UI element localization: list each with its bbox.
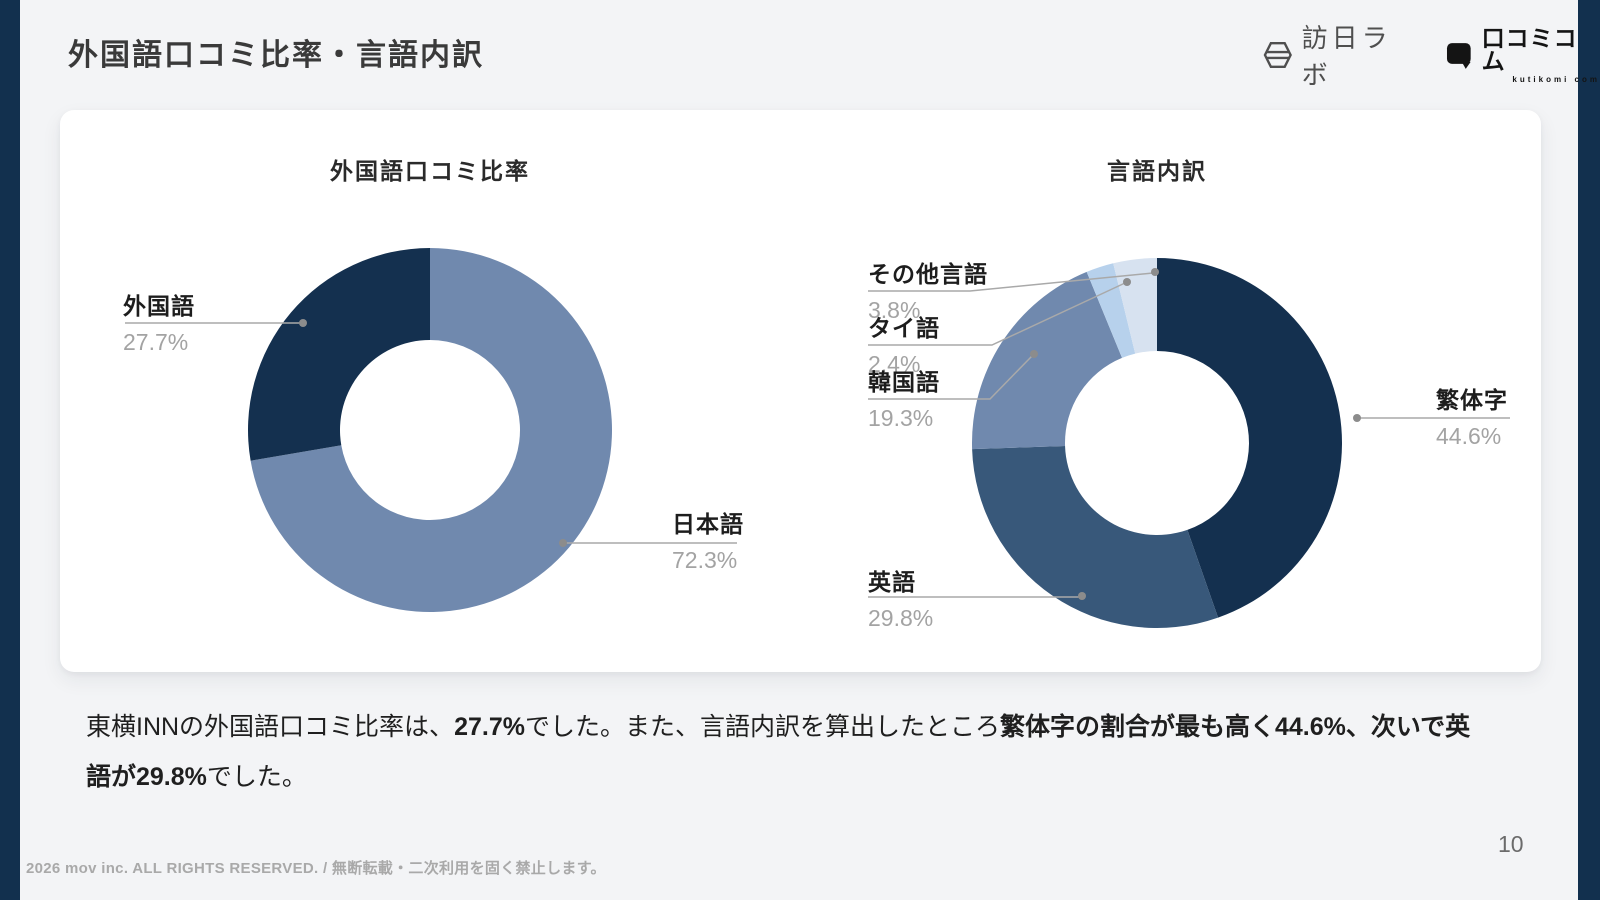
slice-value: 72.3% [672, 547, 738, 573]
slice-label: その他言語 [868, 261, 988, 287]
hexagon-icon [1263, 41, 1292, 69]
slice-label: 韓国語 [868, 369, 940, 395]
slice-value: 3.8% [868, 297, 921, 323]
slice-value: 29.8% [868, 605, 934, 631]
kutikomi-logo: 口コミコム kutikomi com [1446, 24, 1600, 84]
summary-bold-segment: 27.7% [454, 713, 525, 741]
donut-chart-language-breakdown [972, 258, 1342, 628]
slice-value: 44.6% [1436, 423, 1502, 449]
slice-value: 27.7% [123, 329, 189, 355]
donut-slice-繁体字 [1157, 258, 1342, 618]
copyright-note: 2026 mov inc. ALL RIGHTS RESERVED. / 無断転… [26, 860, 606, 877]
kutikomi-logo-text-wrap: 口コミコム kutikomi com [1481, 24, 1600, 84]
slice-label: 日本語 [672, 511, 744, 537]
donut-slice-英語 [972, 446, 1219, 628]
slice-label: 外国語 [123, 293, 195, 319]
slice-label: タイ語 [868, 315, 940, 341]
speech-bubble-icon [1446, 43, 1471, 69]
slice-value: 2.4% [868, 351, 921, 377]
summary-segment: でした。また、言語内訳を算出したところ [524, 713, 1000, 741]
left-chart-title: 外国語口コミ比率 [330, 158, 530, 184]
kutikomi-logo-text: 口コミコム [1481, 24, 1578, 74]
summary-bold-segment: 繁体字の割合が最も高く44.6%、次いで英語が29.8% [86, 713, 1471, 791]
houjitsu-lab-logo-text: 訪日ラボ [1301, 23, 1392, 90]
left-accent-bar [0, 0, 20, 900]
summary-segment: でした。 [206, 763, 307, 791]
houjitsu-lab-logo: 訪日ラボ [1262, 18, 1420, 92]
summary-text: 東横INNの外国語口コミ比率は、27.7%でした。また、言語内訳を算出したところ… [86, 702, 1492, 802]
right-accent-bar [1578, 0, 1600, 900]
donut-chart-foreign-review-ratio [248, 248, 612, 612]
page-title: 外国語口コミ比率・言語内訳 [68, 39, 484, 72]
slice-label: 英語 [868, 569, 916, 595]
chart-card: 外国語口コミ比率 言語内訳 外国語 27.7% 日本語 72.3% その他言語 3.8% タ… [60, 110, 1541, 672]
donut-slice-日本語 [250, 248, 612, 612]
right-chart-title: 言語内訳 [1107, 158, 1207, 184]
summary-segment: 東横INNの外国語口コミ比率は、 [86, 713, 455, 741]
slice-label: 繁体字 [1436, 387, 1508, 413]
kutikomi-logo-subtext: kutikomi com [1512, 74, 1600, 84]
slice-value: 19.3% [868, 405, 934, 431]
logo-area: 訪日ラボ 口コミコム kutikomi com [1262, 18, 1600, 92]
donut-slice-外国語 [248, 248, 430, 461]
page-number: 10 [1498, 831, 1524, 857]
